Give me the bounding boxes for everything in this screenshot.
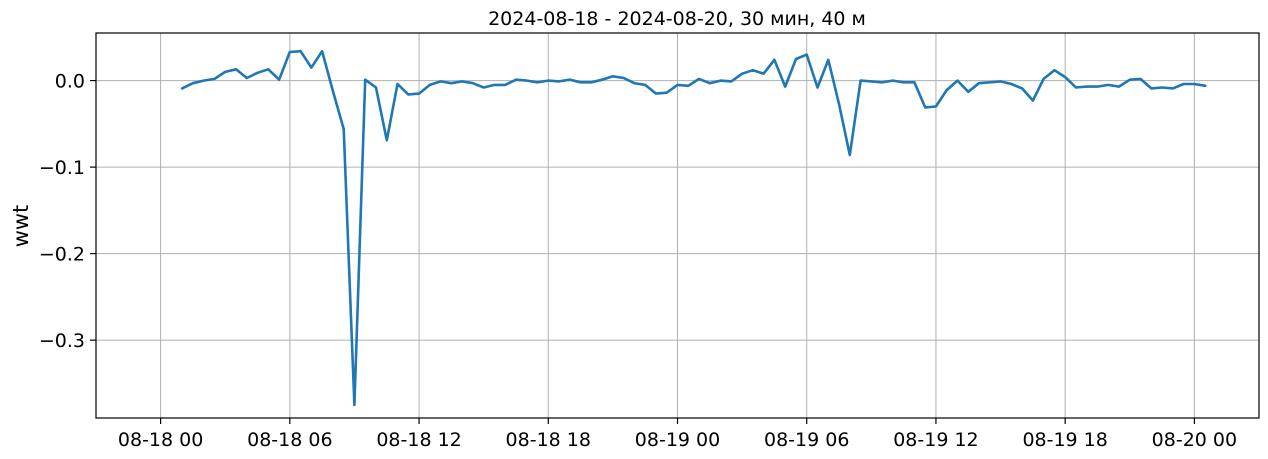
x-tick-label: 08-18 06 xyxy=(247,429,332,451)
grid xyxy=(96,33,1259,418)
y-tick-label: 0.0 xyxy=(55,71,85,93)
chart-title: 2024-08-18 - 2024-08-20, 30 мин, 40 м xyxy=(488,8,866,30)
series-layer xyxy=(180,49,1207,407)
y-axis: 0.0 −0.1 −0.2 −0.3 xyxy=(39,71,96,352)
x-tick-label: 08-18 12 xyxy=(376,429,461,451)
x-tick-label: 08-18 00 xyxy=(118,429,203,451)
x-tick-label: 08-19 12 xyxy=(893,429,978,451)
x-tick-label: 08-19 06 xyxy=(764,429,849,451)
x-axis: 08-18 00 08-18 06 08-18 12 08-18 18 08-19 00… xyxy=(118,418,1237,451)
y-tick-label: −0.3 xyxy=(39,330,85,352)
y-axis-label: wwt xyxy=(9,205,33,248)
y-tick-label: −0.2 xyxy=(39,244,85,266)
x-tick-label: 08-20 00 xyxy=(1152,429,1237,451)
y-tick-label: −0.1 xyxy=(39,157,85,179)
x-tick-label: 08-18 18 xyxy=(506,429,591,451)
series-line xyxy=(180,49,1207,407)
x-tick-label: 08-19 00 xyxy=(635,429,720,451)
x-tick-label: 08-19 18 xyxy=(1022,429,1107,451)
